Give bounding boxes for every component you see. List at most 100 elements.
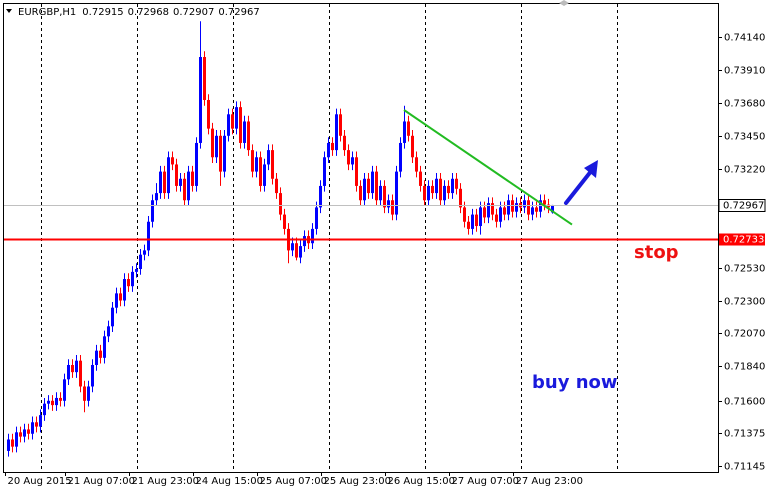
y-tick-label: 0.71840 — [724, 362, 765, 373]
candle-body — [127, 279, 130, 287]
candle-body — [27, 429, 30, 434]
candle-body — [515, 203, 518, 212]
candle-body — [155, 193, 158, 201]
candle-body — [59, 397, 62, 401]
candle-body — [423, 185, 426, 201]
shift-marker — [559, 0, 569, 6]
candle-body — [203, 57, 206, 100]
candle-body — [259, 157, 262, 186]
candle-body — [139, 254, 142, 270]
candle-body — [83, 386, 86, 401]
candle-body — [115, 293, 118, 308]
candle-body — [443, 185, 446, 201]
candle-body — [415, 157, 418, 172]
candle-body — [91, 364, 94, 387]
candle-body — [15, 432, 18, 447]
candle-body — [319, 185, 322, 208]
candle-body — [303, 236, 306, 247]
candle-body — [87, 386, 90, 401]
open: 0.72915 — [82, 7, 123, 18]
y-tick-label: 0.73220 — [724, 165, 765, 176]
candle-body — [31, 422, 34, 434]
y-tick-label: 0.73450 — [724, 132, 765, 143]
candle-body — [55, 397, 58, 406]
candle-body — [135, 269, 138, 272]
candle-body — [75, 360, 78, 373]
candle-body — [63, 379, 66, 401]
x-tick-label: 27 Aug 23:00 — [516, 476, 583, 487]
candle-body — [527, 200, 530, 215]
candle-body — [379, 185, 382, 201]
candle-body — [215, 135, 218, 158]
x-tick-label: 25 Aug 07:00 — [260, 476, 327, 487]
price-label: 0.72967 — [723, 201, 764, 212]
candle-body — [403, 121, 406, 143]
x-tick-label: 24 Aug 15:00 — [196, 476, 263, 487]
y-tick-label: 0.72530 — [724, 264, 765, 275]
candle-body — [175, 164, 178, 186]
candle-body — [383, 185, 386, 208]
stop-label: stop — [634, 242, 679, 263]
candle-body — [235, 107, 238, 129]
header: EURGBP,H1 0.72915 0.72968 0.72907 0.72967 — [18, 7, 260, 18]
candle-body — [531, 207, 534, 215]
candle-body — [119, 293, 122, 301]
trendline — [403, 109, 573, 226]
y-tick-label: 0.71375 — [724, 429, 765, 440]
candle-body — [219, 135, 222, 172]
x-tick-label: 21 Aug 23:00 — [132, 476, 199, 487]
candle-body — [299, 246, 302, 258]
candle-body — [471, 214, 474, 229]
candle-body — [39, 415, 42, 427]
candle-body — [191, 171, 194, 186]
candle-body — [431, 185, 434, 194]
candle-body — [495, 214, 498, 222]
candle-body — [399, 142, 402, 172]
candle-body — [251, 150, 254, 172]
candle-body — [487, 203, 490, 218]
candle-body — [51, 400, 54, 406]
candle-body — [67, 364, 70, 380]
buy-now-label: buy now — [532, 372, 618, 393]
candle-body — [455, 178, 458, 189]
candle-body — [71, 364, 74, 373]
candle-body — [19, 432, 22, 437]
candle-body — [247, 121, 250, 151]
candle-body — [355, 157, 358, 186]
candle-body — [315, 207, 318, 229]
candle-body — [147, 221, 150, 251]
candle-body — [503, 207, 506, 215]
x-tick-label: 27 Aug 07:00 — [452, 476, 519, 487]
y-tick-label: 0.72070 — [724, 329, 765, 340]
candle-body — [283, 214, 286, 229]
candle-body — [171, 157, 174, 165]
y-tick-label: 0.71600 — [724, 397, 765, 408]
candle-body — [255, 157, 258, 172]
candle-body — [395, 171, 398, 215]
y-tick-label: 0.72300 — [724, 297, 765, 308]
candle-body — [335, 114, 338, 151]
low: 0.72907 — [173, 7, 214, 18]
candle-body — [347, 150, 350, 165]
x-tick-label: 25 Aug 23:00 — [324, 476, 391, 487]
price-label-box — [718, 199, 766, 212]
candle-body — [271, 150, 274, 179]
candle-body — [43, 403, 46, 416]
candle-body — [131, 271, 134, 287]
arrow-head — [584, 160, 598, 178]
candle-body — [143, 250, 146, 255]
candle-body — [467, 221, 470, 229]
candle-body — [435, 178, 438, 194]
candle-body — [295, 243, 298, 258]
candle-body — [375, 171, 378, 201]
y-tick-label: 0.73680 — [724, 99, 765, 110]
candle-body — [243, 121, 246, 143]
symbol: EURGBP,H1 — [18, 7, 76, 18]
candle-body — [439, 178, 442, 201]
candle-body — [11, 439, 14, 447]
close: 0.72967 — [218, 7, 259, 18]
candle-body — [331, 142, 334, 151]
candles — [7, 21, 554, 457]
candle-body — [195, 142, 198, 186]
